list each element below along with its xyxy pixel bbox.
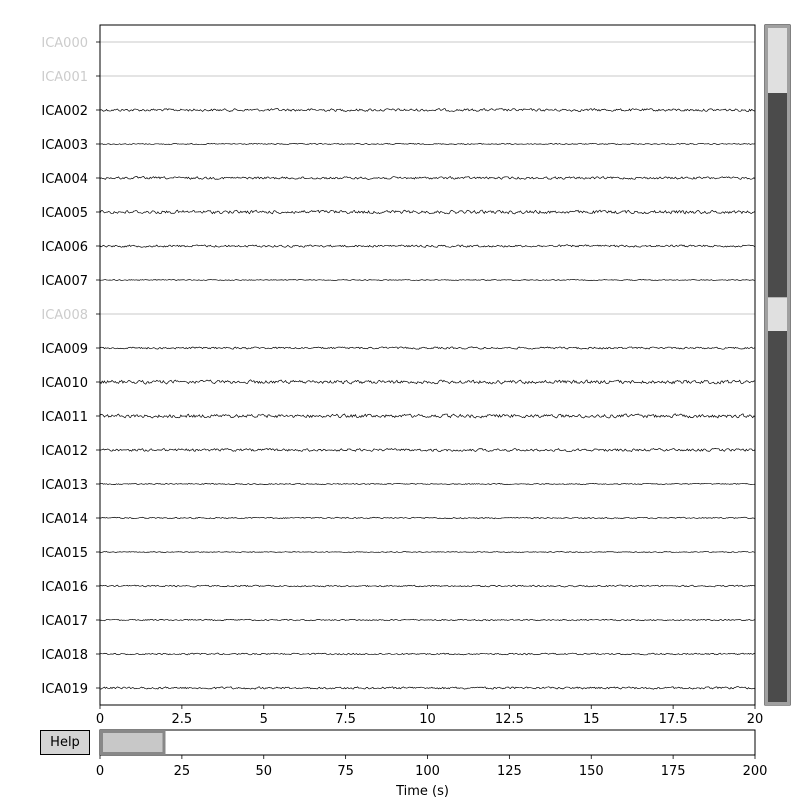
channel-label-ica004[interactable]: ICA004 <box>41 172 88 187</box>
trace-ica019 <box>99 686 756 690</box>
channel-label-ica002[interactable]: ICA002 <box>41 104 88 119</box>
x-tick-label: 15 <box>583 712 600 727</box>
trace-ica002 <box>99 108 756 113</box>
channel-label-ica003[interactable]: ICA003 <box>41 138 88 153</box>
navigator-x-tick-label: 200 <box>743 764 768 779</box>
x-tick-label: 12.5 <box>495 712 524 727</box>
trace-ica010 <box>99 379 756 385</box>
x-axis-label: Time (s) <box>395 784 449 799</box>
navigator-x-tick-label: 175 <box>661 764 686 779</box>
channel-scrollbar-cell <box>765 365 790 400</box>
x-tick-label: 5 <box>260 712 268 727</box>
channel-label-ica017[interactable]: ICA017 <box>41 614 88 629</box>
navigator-x-tick-label: 25 <box>174 764 191 779</box>
channel-label-ica007[interactable]: ICA007 <box>41 274 88 289</box>
time-navigator[interactable] <box>99 729 756 756</box>
channel-label-ica011[interactable]: ICA011 <box>41 410 88 425</box>
trace-ica004 <box>99 176 756 180</box>
channel-scrollbar-cell <box>765 161 790 196</box>
channel-label-ica016[interactable]: ICA016 <box>41 580 88 595</box>
channel-label-ica000[interactable]: ICA000 <box>41 36 88 51</box>
trace-ica003 <box>99 142 756 146</box>
trace-ica009 <box>99 346 756 350</box>
main-axes-frame <box>99 24 756 706</box>
channel-scrollbar-cell <box>765 93 790 128</box>
navigator-x-tick-label: 50 <box>255 764 272 779</box>
channel-label-ica018[interactable]: ICA018 <box>41 648 88 663</box>
channel-scrollbar-cell <box>765 501 790 536</box>
channel-label-ica001[interactable]: ICA001 <box>41 70 88 85</box>
trace-ica011 <box>99 413 756 419</box>
channel-label-ica006[interactable]: ICA006 <box>41 240 88 255</box>
trace-ica006 <box>99 244 756 248</box>
channel-label-ica012[interactable]: ICA012 <box>41 444 88 459</box>
channel-label-ica008[interactable]: ICA008 <box>41 308 88 323</box>
channel-label-ica015[interactable]: ICA015 <box>41 546 88 561</box>
channel-scrollbar-cell <box>765 399 790 434</box>
channel-label-ica019[interactable]: ICA019 <box>41 682 88 697</box>
navigator-x-tick-label: 150 <box>579 764 604 779</box>
navigator-x-tick-label: 75 <box>337 764 354 779</box>
channel-scrollbar-cell <box>765 535 790 570</box>
channel-scrollbar-cell <box>765 603 790 638</box>
channel-scrollbar-cell <box>765 569 790 604</box>
trace-ica018 <box>99 652 756 656</box>
channel-scrollbar-cell <box>765 637 790 672</box>
trace-ica015 <box>99 551 756 553</box>
navigator-x-tick-label: 0 <box>96 764 104 779</box>
x-tick-label: 17.5 <box>659 712 688 727</box>
navigator-x-tick-label: 100 <box>415 764 440 779</box>
channel-scrollbar-cell <box>765 433 790 468</box>
trace-ica012 <box>99 448 756 452</box>
channel-label-ica009[interactable]: ICA009 <box>41 342 88 357</box>
channel-label-ica010[interactable]: ICA010 <box>41 376 88 391</box>
channel-scrollbar-cell <box>765 331 790 366</box>
channel-label-ica014[interactable]: ICA014 <box>41 512 88 527</box>
channel-label-ica013[interactable]: ICA013 <box>41 478 88 493</box>
trace-ica017 <box>99 618 756 622</box>
channel-label-ica005[interactable]: ICA005 <box>41 206 88 221</box>
channel-scrollbar-cell <box>765 467 790 502</box>
navigator-x-tick-label: 125 <box>497 764 522 779</box>
x-tick-label: 7.5 <box>335 712 356 727</box>
trace-ica005 <box>99 209 756 215</box>
x-tick-label: 10 <box>419 712 436 727</box>
trace-ica014 <box>99 516 756 520</box>
time-window-slider[interactable] <box>100 730 166 755</box>
trace-ica013 <box>99 482 756 486</box>
channel-scrollbar-cell <box>765 195 790 230</box>
trace-ica016 <box>99 584 756 588</box>
trace-ica007 <box>99 279 756 281</box>
help-button[interactable]: Help <box>40 730 90 755</box>
channel-scrollbar-cell <box>765 229 790 264</box>
channel-scrollbar-cell <box>765 127 790 162</box>
channel-scrollbar-cell <box>765 671 790 706</box>
x-tick-label: 20 <box>747 712 764 727</box>
channel-scrollbar-view-window[interactable] <box>765 25 790 705</box>
x-tick-label: 0 <box>96 712 104 727</box>
x-tick-label: 2.5 <box>172 712 193 727</box>
channel-scrollbar-cell <box>765 263 790 298</box>
